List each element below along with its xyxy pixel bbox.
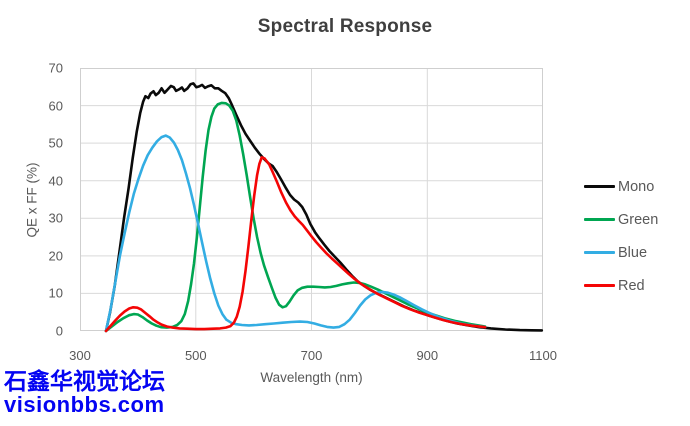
legend-line-blue	[584, 251, 615, 254]
x-tick-1100: 1100	[529, 348, 557, 363]
legend-label-mono: Mono	[618, 178, 655, 195]
watermark-line1: 石鑫华视觉论坛	[4, 368, 165, 394]
watermark-line2: visionbbs.com	[4, 392, 165, 417]
legend-item-mono: Mono	[584, 170, 658, 203]
y-tick-70: 70	[48, 60, 63, 76]
x-tick-500: 500	[184, 348, 207, 363]
y-tick-0: 0	[55, 323, 63, 339]
series-red	[104, 156, 487, 333]
series-blue	[104, 134, 487, 333]
legend: Mono Green Blue Red	[584, 170, 658, 302]
x-tick-900: 900	[416, 348, 439, 363]
legend-item-green: Green	[584, 203, 658, 236]
x-tick-700: 700	[300, 348, 323, 363]
plot-area	[80, 68, 544, 333]
legend-label-green: Green	[618, 211, 659, 228]
y-tick-50: 50	[48, 135, 63, 151]
y-axis-title: QE x FF (%)	[24, 162, 40, 238]
legend-line-mono	[584, 185, 615, 188]
legend-line-green	[584, 218, 615, 221]
legend-label-blue: Blue	[618, 244, 648, 261]
chart-title: Spectral Response	[257, 16, 433, 37]
x-tick-300: 300	[69, 348, 91, 363]
legend-item-red: Red	[584, 269, 658, 302]
y-tick-60: 60	[48, 98, 63, 114]
y-tick-20: 20	[48, 248, 63, 264]
legend-label-red: Red	[618, 277, 645, 294]
y-tick-30: 30	[48, 210, 63, 226]
y-tick-10: 10	[48, 285, 63, 301]
x-axis-title: Wavelength (nm)	[260, 370, 363, 385]
legend-line-red	[584, 284, 615, 287]
legend-item-blue: Blue	[584, 236, 658, 269]
y-tick-40: 40	[48, 173, 63, 189]
